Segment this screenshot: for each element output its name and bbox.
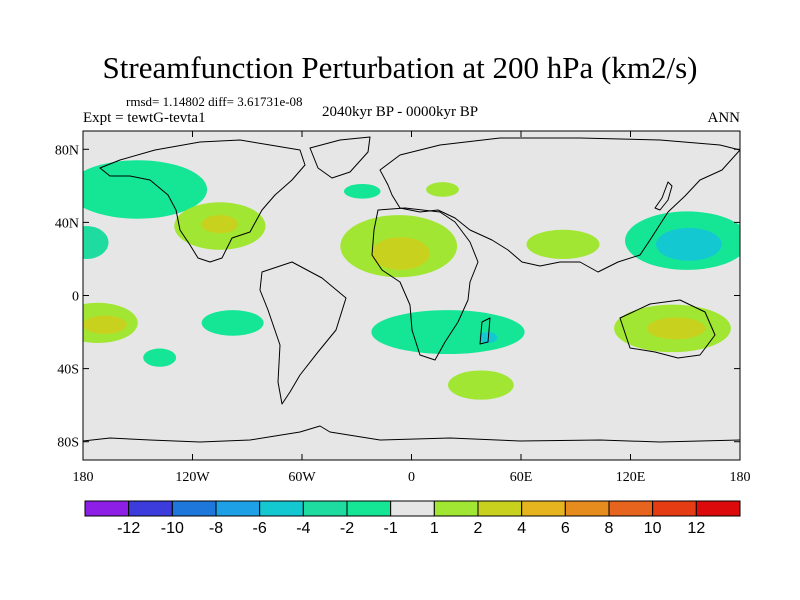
anomaly-field (83, 160, 740, 400)
anomaly-s-atlantic-indian (371, 310, 525, 354)
colorbar-box (346, 500, 392, 517)
coast-eurasia (379, 137, 740, 273)
colorbar-box (433, 500, 479, 517)
colorbar: -12 -10 -8 -6 -4 -2 -1 1 2 4 6 8 10 12 (84, 500, 741, 537)
coast-madagascar (479, 317, 491, 345)
anomaly-s-pacific-south (143, 348, 177, 367)
x-tick-label: 60W (288, 470, 316, 485)
colorbar-box (259, 500, 304, 517)
x-tick-label: 180 (730, 470, 751, 485)
x-tick-label: 60E (510, 470, 533, 485)
anomaly-usa-east-core (201, 215, 239, 234)
colorbar-label: 6 (561, 520, 570, 537)
colorbar-label: 1 (430, 520, 439, 537)
colorbar-label: 10 (644, 520, 662, 537)
colorbar-box (608, 500, 654, 517)
colorbar-label: -1 (384, 520, 398, 537)
colorbar-label: -12 (117, 520, 140, 537)
colorbar-label: -10 (161, 520, 184, 537)
x-tick-label: 120W (175, 470, 210, 485)
coast-antarctica (83, 425, 740, 443)
colorbar-box (477, 500, 523, 517)
colorbar-label: 8 (605, 520, 614, 537)
anomaly-europe (426, 182, 459, 197)
coastlines (83, 136, 740, 443)
colorbar-box (652, 500, 697, 517)
axis-ticks: 180 120W 60W 0 60E 120E 180 80N 40N 0 40S 80S (55, 131, 751, 485)
colorbar-label: 2 (474, 520, 483, 537)
anomaly-n-pacific-west (83, 226, 109, 259)
anomaly-australia-core (646, 317, 706, 340)
colorbar-box (564, 500, 610, 517)
coast-south-america (259, 261, 347, 405)
anomaly-nw-pacific-core (656, 227, 722, 261)
x-tick-label: 0 (408, 470, 415, 485)
anomaly-s-pacific-west-core (83, 315, 127, 334)
colorbar-box (171, 500, 217, 517)
anomaly-n-america-arc (83, 160, 208, 219)
season-label: ANN (707, 110, 741, 126)
plot-title: Streamfunction Perturbation at 200 hPa (… (102, 50, 698, 85)
colorbar-label: 4 (517, 520, 526, 537)
anomaly-se-pacific (201, 310, 264, 336)
y-tick-label: 40N (55, 216, 79, 231)
colorbar-label: -8 (209, 520, 223, 537)
colorbar-box (521, 500, 566, 517)
y-tick-label: 80S (57, 436, 79, 451)
coast-australia (619, 299, 716, 359)
x-tick-label: 120E (616, 470, 646, 485)
colorbar-box (215, 500, 261, 517)
colorbar-box (128, 500, 173, 517)
y-tick-label: 40S (57, 363, 79, 378)
x-tick-label: 180 (73, 470, 94, 485)
colorbar-label: -6 (253, 520, 267, 537)
coast-africa (371, 207, 479, 361)
anomaly-sahara-core (371, 237, 430, 270)
anomaly-central-asia (526, 229, 600, 259)
colorbar-label: -4 (296, 520, 310, 537)
colorbar-box (302, 500, 348, 517)
colorbar-box (695, 500, 741, 517)
colorbar-label: -2 (340, 520, 354, 537)
colorbar-label: 12 (687, 520, 705, 537)
colorbar-box (84, 500, 130, 517)
experiment-label: Expt = tewtG-tevta1 (83, 110, 206, 126)
coast-greenland (309, 136, 371, 179)
coast-japan (654, 181, 673, 211)
colorbar-box (390, 500, 435, 517)
coast-north-america (99, 139, 306, 263)
anomaly-southern-ocean (448, 370, 514, 400)
anomaly-n-atlantic (343, 184, 381, 199)
y-tick-label: 0 (72, 290, 79, 305)
y-tick-label: 80N (55, 143, 79, 158)
stats-text: rmsd= 1.14802 diff= 3.61731e-08 (126, 94, 303, 109)
period-label: 2040kyr BP - 0000kyr BP (322, 104, 479, 120)
